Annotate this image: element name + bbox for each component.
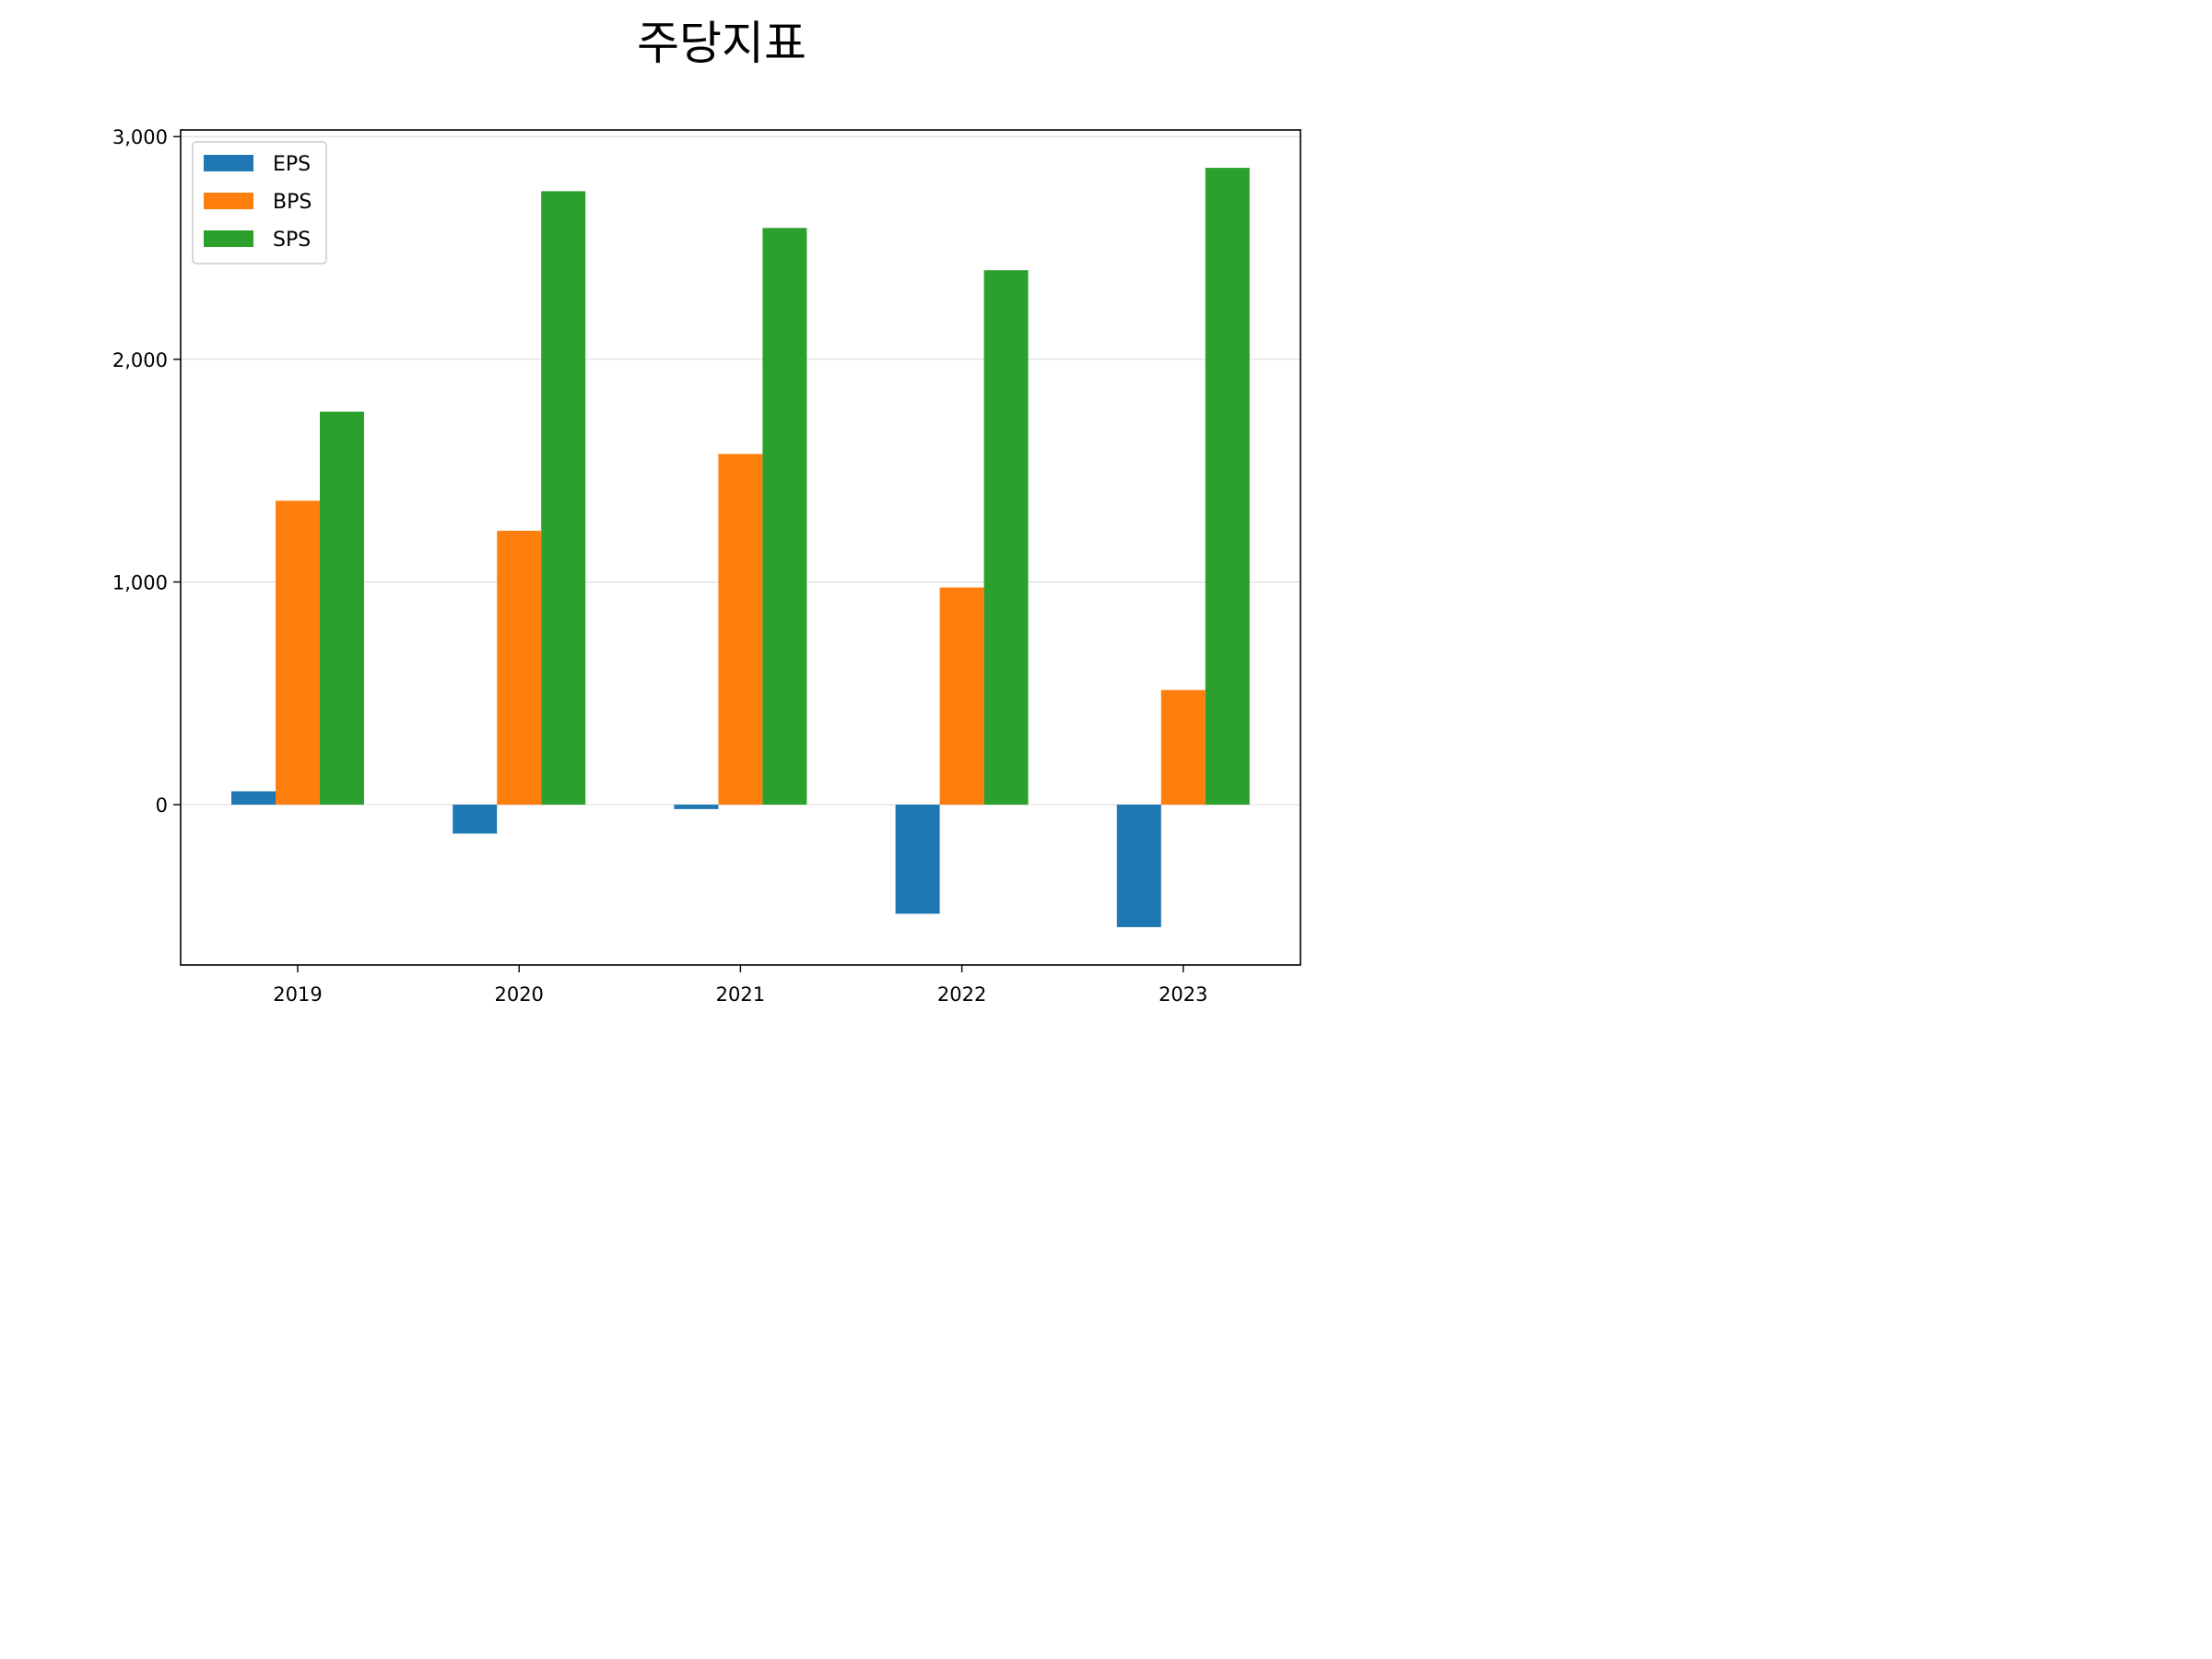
bar-eps-2021: [674, 805, 719, 809]
legend-label-eps: EPS: [273, 153, 311, 176]
bar-eps-2023: [1116, 805, 1161, 927]
bar-eps-2020: [453, 805, 498, 834]
legend-label-sps: SPS: [273, 229, 311, 252]
legend-swatch-sps: [204, 230, 253, 247]
x-tick-label: 2020: [494, 983, 543, 1006]
chart-title: 주당지표: [637, 17, 806, 70]
legend: EPS BPS SPS: [192, 141, 327, 265]
bar-sps-2020: [541, 191, 586, 806]
y-tick-label: 2,000: [112, 349, 168, 371]
y-tick-label: 1,000: [112, 571, 168, 594]
x-axis-ticks: 2019 2020 2021 2022 2023: [273, 965, 1208, 1006]
x-tick-label: 2019: [273, 983, 322, 1006]
legend-swatch-bps: [204, 193, 253, 209]
bar-sps-2021: [762, 228, 807, 806]
bar-sps-2022: [983, 270, 1029, 806]
bar-bps-2022: [939, 587, 984, 806]
x-tick-label: 2021: [716, 983, 765, 1006]
y-tick-label: 3,000: [112, 126, 168, 148]
legend-label-bps: BPS: [273, 191, 312, 214]
bar-bps-2020: [497, 530, 542, 806]
bar-bps-2021: [718, 453, 763, 806]
x-tick-label: 2022: [937, 983, 986, 1006]
bars: [231, 168, 1250, 927]
y-tick-label: 0: [156, 794, 168, 817]
bar-bps-2023: [1160, 689, 1206, 806]
y-axis-ticks: 0 1,000 2,000 3,000: [112, 126, 181, 817]
bar-sps-2019: [320, 411, 364, 806]
bar-bps-2019: [276, 500, 320, 806]
bar-sps-2023: [1205, 168, 1250, 806]
bar-eps-2019: [231, 791, 276, 806]
legend-swatch-eps: [204, 155, 253, 171]
x-tick-label: 2023: [1159, 983, 1207, 1006]
bar-eps-2022: [895, 805, 940, 914]
